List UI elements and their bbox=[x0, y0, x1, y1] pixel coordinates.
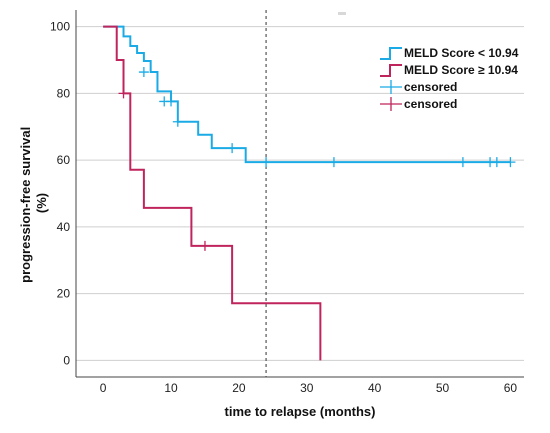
x-tick-label-10: 10 bbox=[164, 381, 178, 395]
y-tick-label-80: 80 bbox=[57, 86, 71, 100]
legend-swatch-1 bbox=[380, 47, 402, 60]
x-tick-label-60: 60 bbox=[504, 381, 518, 395]
x-tick-label-0: 0 bbox=[100, 381, 107, 395]
censor-mark-1-5 bbox=[227, 143, 238, 154]
grid-lines bbox=[76, 26, 524, 361]
series-2 bbox=[103, 25, 322, 361]
legend-swatch-3 bbox=[380, 80, 402, 94]
censor-mark-1-10 bbox=[491, 157, 502, 168]
censor-mark-2-2 bbox=[199, 240, 210, 251]
survival-curves bbox=[103, 25, 516, 361]
legend-item-2: MELD Score ≥ 10.94 bbox=[380, 63, 518, 77]
y-tick-label-40: 40 bbox=[57, 220, 71, 234]
censor-mark-2-1 bbox=[118, 88, 129, 99]
censor-mark-1-8 bbox=[457, 157, 468, 168]
y-axis-title: progression-free survival (%) bbox=[18, 123, 49, 283]
legend-label-2: MELD Score ≥ 10.94 bbox=[404, 63, 518, 77]
x-tick-label-30: 30 bbox=[300, 381, 314, 395]
legend-swatch-4 bbox=[380, 97, 402, 111]
legend-item-3: censored bbox=[380, 80, 457, 94]
censor-mark-1-11 bbox=[505, 157, 516, 168]
legend-swatch-2 bbox=[380, 64, 402, 77]
legend-label-4: censored bbox=[404, 97, 457, 111]
y-tick-label-0: 0 bbox=[63, 353, 70, 367]
legend-handle-mark bbox=[338, 12, 346, 15]
y-axis-title-line-2: (%) bbox=[34, 193, 49, 213]
survival-curve-1 bbox=[103, 25, 511, 164]
legend-label-1: MELD Score < 10.94 bbox=[404, 46, 519, 60]
survival-curve-2 bbox=[103, 25, 322, 361]
series-1 bbox=[103, 25, 516, 168]
censor-mark-1-6 bbox=[261, 157, 272, 168]
legend-item-1: MELD Score < 10.94 bbox=[380, 46, 519, 60]
x-tick-label-50: 50 bbox=[436, 381, 450, 395]
x-tick-label-20: 20 bbox=[232, 381, 246, 395]
legend-label-3: censored bbox=[404, 80, 457, 94]
legend: MELD Score < 10.94 MELD Score ≥ 10.94 cens… bbox=[380, 46, 519, 111]
censor-mark-1-3 bbox=[166, 96, 177, 107]
x-axis-title: time to relapse (months) bbox=[225, 404, 376, 419]
censor-mark-1-7 bbox=[328, 157, 339, 168]
censor-mark-1-4 bbox=[172, 116, 183, 127]
axes bbox=[75, 10, 524, 378]
y-tick-label-60: 60 bbox=[57, 153, 71, 167]
y-tick-label-100: 100 bbox=[50, 20, 70, 34]
y-axis-title-line-1: progression-free survival bbox=[18, 127, 33, 283]
x-tick-label-40: 40 bbox=[368, 381, 382, 395]
censor-mark-1-1 bbox=[138, 67, 149, 78]
y-tick-label-20: 20 bbox=[57, 287, 71, 301]
tick-labels: 0 20 40 60 80 100 0 10 20 30 40 50 60 bbox=[50, 20, 517, 395]
legend-item-4: censored bbox=[380, 97, 457, 111]
